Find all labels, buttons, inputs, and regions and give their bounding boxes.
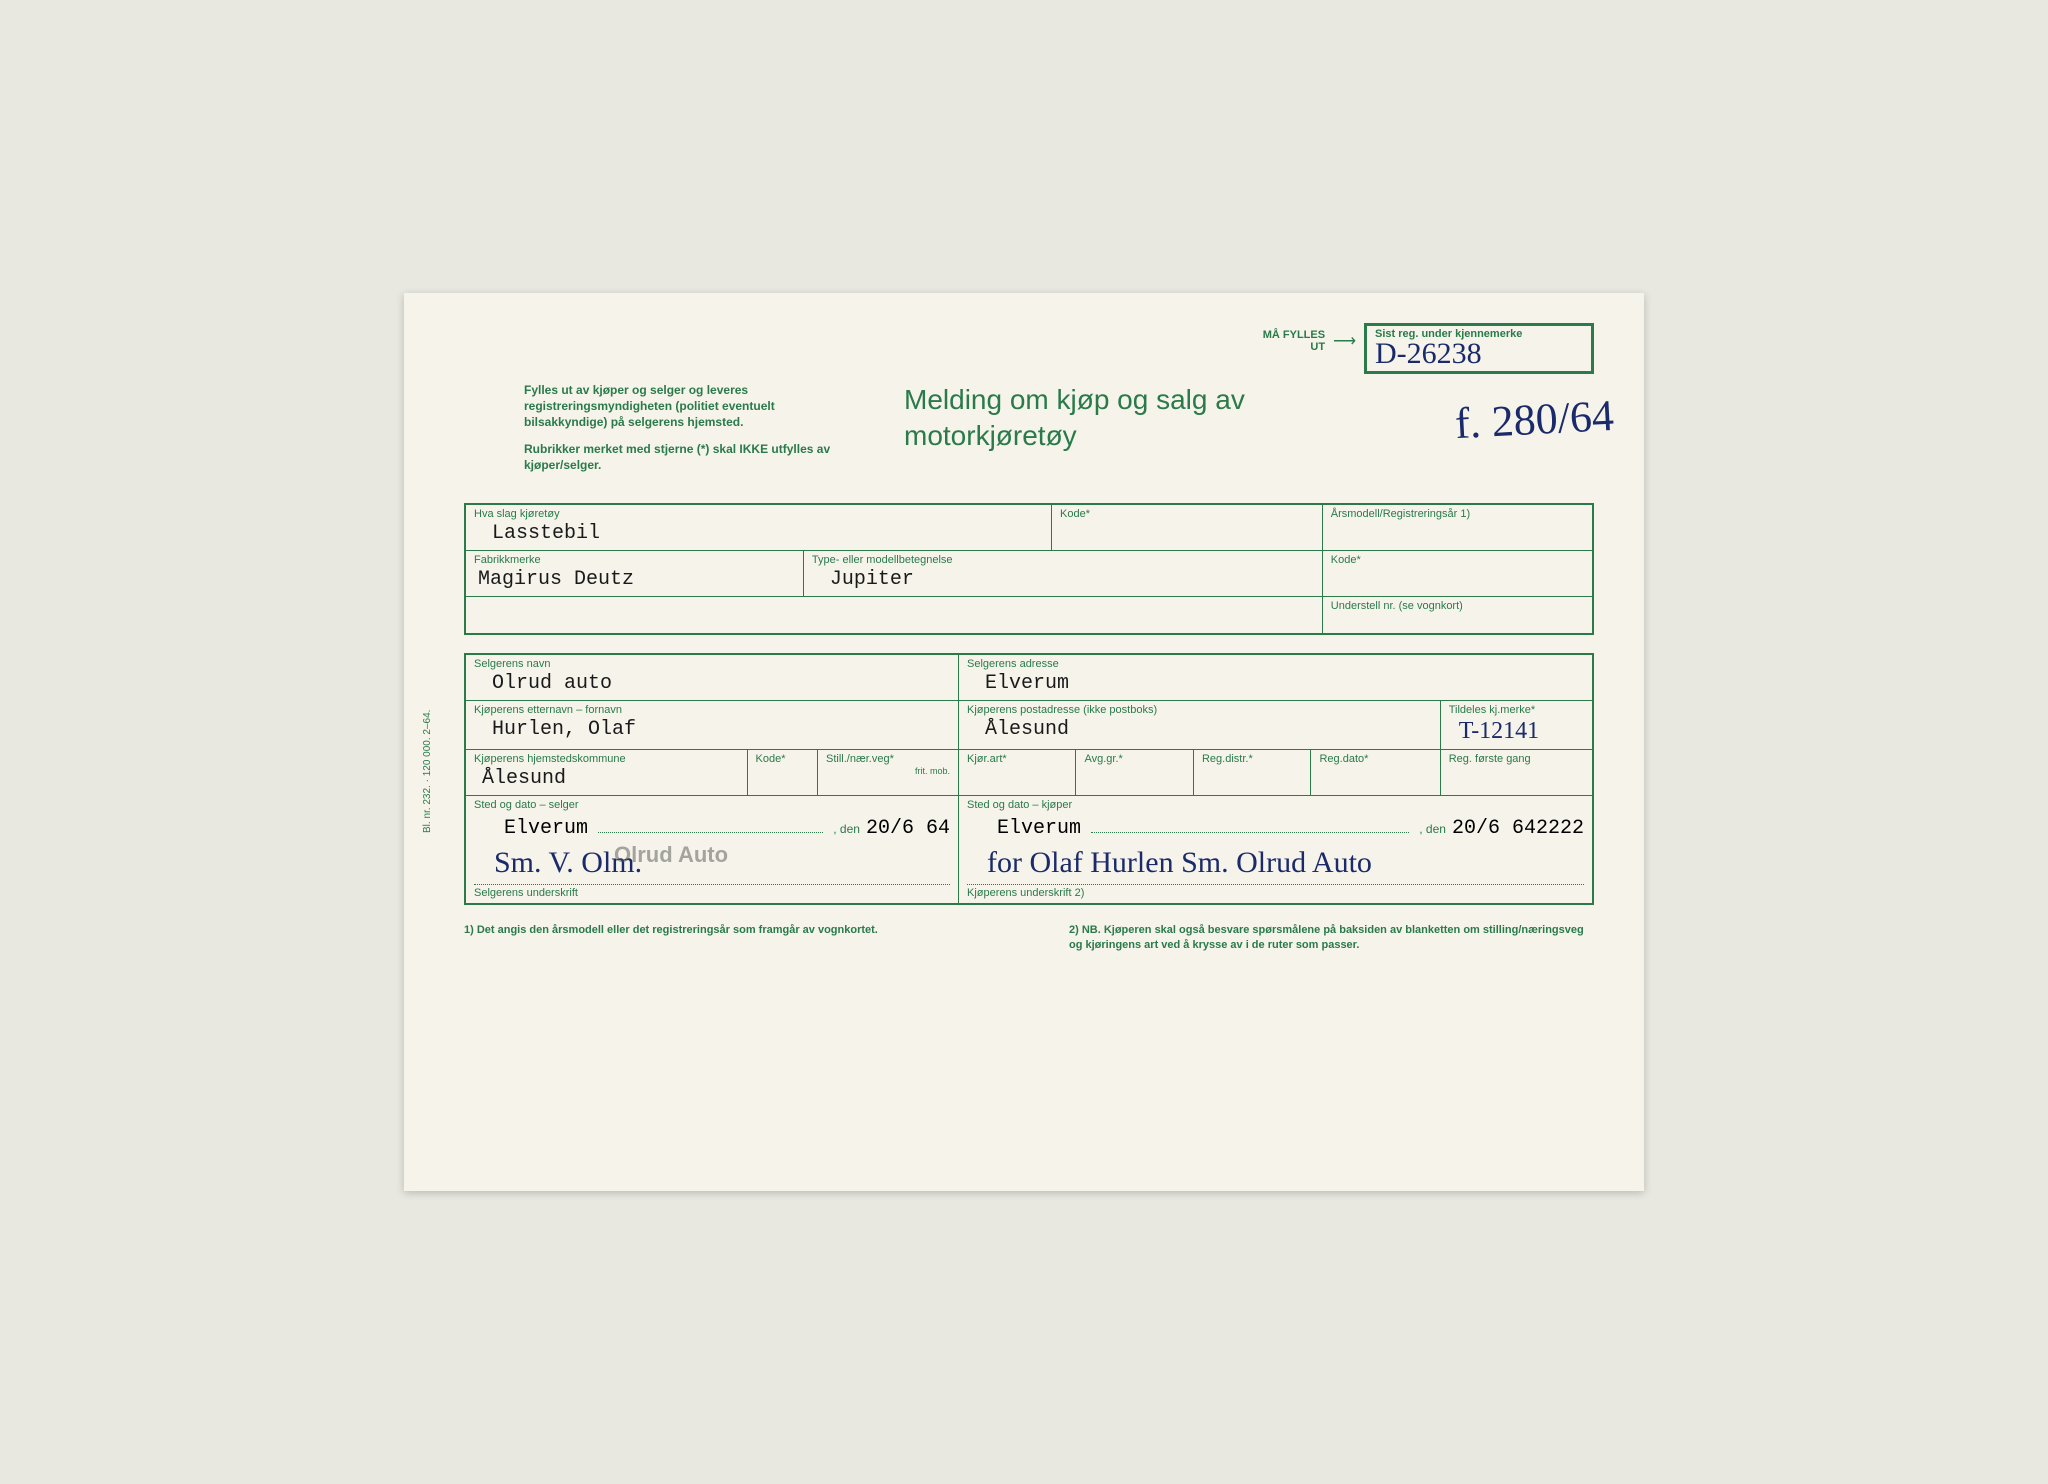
- print-reference: Bl. nr. 232. · 120 000. 2–64.: [422, 710, 433, 833]
- selger-signature: Sm. V. Olm. Olrud Auto: [474, 846, 950, 880]
- parties-table: Selgerens navn Olrud auto Selgerens adre…: [464, 653, 1594, 905]
- header-section: Fylles ut av kjøper og selger og leveres…: [464, 382, 1594, 483]
- title-area: Melding om kjøp og salg av motorkjøretøy…: [904, 382, 1594, 483]
- kjoper-place: Elverum: [967, 817, 1081, 840]
- footnote-2: 2) NB. Kjøperen skal også besvare spørsm…: [1069, 923, 1594, 952]
- regdato-label: Reg.dato*: [1319, 753, 1431, 765]
- registration-box: Sist reg. under kjennemerke D-26238: [1364, 323, 1594, 374]
- still-sub: frit. mob.: [826, 767, 950, 776]
- selger-stamp: Olrud Auto: [614, 842, 728, 868]
- title-l2: motorkjøretøy: [904, 420, 1077, 451]
- understell-label: Understell nr. (se vognkort): [1331, 600, 1584, 612]
- selger-sig-label: Sted og dato – selger: [474, 799, 950, 811]
- regforste-label: Reg. første gang: [1449, 753, 1584, 765]
- regdistr-label: Reg.distr.*: [1202, 753, 1303, 765]
- kommune-value: Ålesund: [474, 767, 739, 791]
- kjorart-label: Kjør.art*: [967, 753, 1068, 765]
- kjoper-place-line: Elverum , den 20/6 642222: [967, 815, 1584, 840]
- selger-under-label: Selgerens underskrift: [474, 884, 950, 899]
- kjoper-adr-value: Ålesund: [967, 718, 1432, 742]
- selger-date: 20/6 64: [866, 817, 950, 840]
- kjoper-sig-label: Sted og dato – kjøper: [967, 799, 1584, 811]
- dotted-fill: [1091, 815, 1409, 833]
- type-label: Type- eller modellbetegnelse: [812, 554, 1314, 566]
- footnote-1: 1) Det angis den årsmodell eller det reg…: [464, 923, 989, 952]
- kode2-label: Kode*: [1331, 554, 1584, 566]
- selger-navn-label: Selgerens navn: [474, 658, 950, 670]
- dotted-fill: [598, 815, 823, 833]
- kommune-label: Kjøperens hjemstedskommune: [474, 753, 739, 765]
- instructions-p2: Rubrikker merket med stjerne (*) skal IK…: [524, 441, 844, 473]
- arrow-icon: ⟶: [1333, 331, 1356, 351]
- kjoper-date: 20/6 642222: [1452, 817, 1584, 840]
- fabrikk-value: Magirus Deutz: [474, 568, 795, 592]
- document-page: Bl. nr. 232. · 120 000. 2–64. MÅ FYLLES …: [404, 293, 1644, 1191]
- kjoper-signature: for Olaf Hurlen Sm. Olrud Auto: [967, 846, 1584, 880]
- top-row: MÅ FYLLES UT ⟶ Sist reg. under kjennemer…: [464, 323, 1594, 374]
- tildeles-label: Tildeles kj.merke*: [1449, 704, 1584, 716]
- handwritten-reference: f. 280/64: [1454, 398, 1615, 441]
- kjoper-adr-label: Kjøperens postadresse (ikke postboks): [967, 704, 1432, 716]
- ma-fylles-1: MÅ FYLLES: [1263, 329, 1325, 341]
- fabrikk-label: Fabrikkmerke: [474, 554, 795, 566]
- vehicle-table: Hva slag kjøretøy Lasstebil Kode* Årsmod…: [464, 503, 1594, 636]
- type-value: Jupiter: [812, 568, 1314, 592]
- ma-fylles-2: UT: [1310, 341, 1325, 353]
- selger-den: , den: [833, 822, 860, 836]
- arsmodell-label: Årsmodell/Registreringsår 1): [1331, 508, 1584, 520]
- title-l1: Melding om kjøp og salg av: [904, 384, 1245, 415]
- selger-adr-value: Elverum: [967, 672, 1584, 696]
- kode1-label: Kode*: [1060, 508, 1314, 520]
- instructions-p1: Fylles ut av kjøper og selger og leveres…: [524, 382, 844, 431]
- vehicle-type-label: Hva slag kjøretøy: [474, 508, 1043, 520]
- kode-label: Kode*: [756, 753, 809, 765]
- avggr-label: Avg.gr.*: [1084, 753, 1185, 765]
- still-label: Still./nær.veg*: [826, 753, 950, 765]
- selger-adr-label: Selgerens adresse: [967, 658, 1584, 670]
- instructions: Fylles ut av kjøper og selger og leveres…: [464, 382, 844, 483]
- selger-place-line: Elverum , den 20/6 64: [474, 815, 950, 840]
- vehicle-type-value: Lasstebil: [474, 522, 1043, 546]
- kjoper-navn-value: Hurlen, Olaf: [474, 718, 950, 742]
- registration-value: D-26238: [1375, 340, 1583, 367]
- kjoper-navn-label: Kjøperens etternavn – fornavn: [474, 704, 950, 716]
- selger-navn-value: Olrud auto: [474, 672, 950, 696]
- kjoper-den: , den: [1419, 822, 1446, 836]
- kjoper-under-label: Kjøperens underskrift 2): [967, 884, 1584, 899]
- selger-place: Elverum: [474, 817, 588, 840]
- footnotes: 1) Det angis den årsmodell eller det reg…: [464, 923, 1594, 952]
- must-fill-label: MÅ FYLLES UT: [1263, 329, 1325, 353]
- tildeles-value: T-12141: [1449, 718, 1539, 744]
